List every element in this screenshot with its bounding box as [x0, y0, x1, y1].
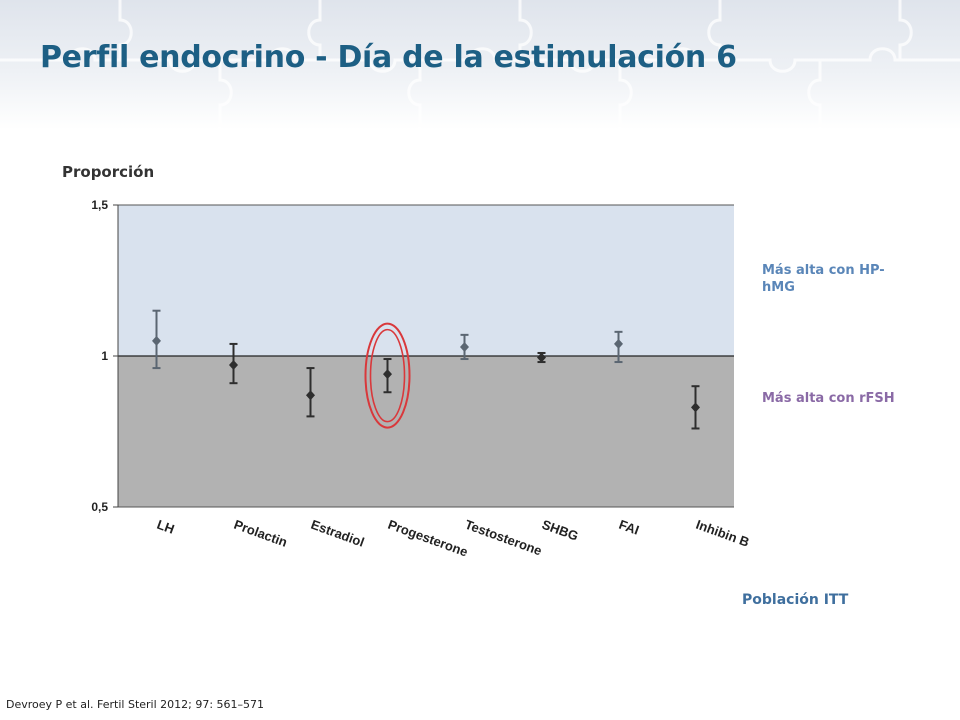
y-axis-label: Proporción: [62, 163, 155, 181]
category-label: Inhibin B: [694, 517, 751, 550]
puzzle-background-icon: [0, 0, 960, 130]
highlight-ring-inner: [369, 328, 406, 423]
category-label: SHBG: [540, 517, 580, 544]
population-label: Población ITT: [742, 592, 849, 608]
category-label: Testosterone: [463, 517, 544, 559]
header-band: [0, 0, 960, 130]
legend-higher-hp-hmg: Más alta con HP-hMG: [762, 263, 885, 295]
data-point-marker: [460, 341, 469, 352]
data-point-marker: [383, 369, 392, 380]
category-label: Prolactin: [232, 517, 289, 550]
data-point-marker: [691, 402, 700, 413]
citation: Devroey P et al. Fertil Steril 2012; 97:…: [6, 698, 265, 711]
highlight-ring-outer: [364, 322, 411, 429]
y-tick-label: 0,5: [91, 500, 108, 514]
slide-title: Perfil endocrino - Día de la estimulació…: [40, 40, 737, 75]
category-label: LH: [155, 517, 176, 537]
data-point-marker: [537, 352, 546, 363]
data-point-marker: [306, 390, 315, 401]
category-label: Estradiol: [309, 517, 366, 550]
category-label: FAI: [617, 517, 641, 538]
legend-higher-rfsh: Más alta con rFSH: [762, 391, 895, 406]
y-tick-label: 1: [101, 349, 108, 363]
region-higher-hp-hmg: [118, 205, 734, 356]
data-point-marker: [229, 360, 238, 371]
category-label: Progesterone: [386, 517, 470, 560]
region-higher-rfsh: [118, 356, 734, 507]
data-point-marker: [614, 338, 623, 349]
data-point-marker: [152, 335, 161, 346]
y-tick-label: 1,5: [91, 198, 108, 212]
